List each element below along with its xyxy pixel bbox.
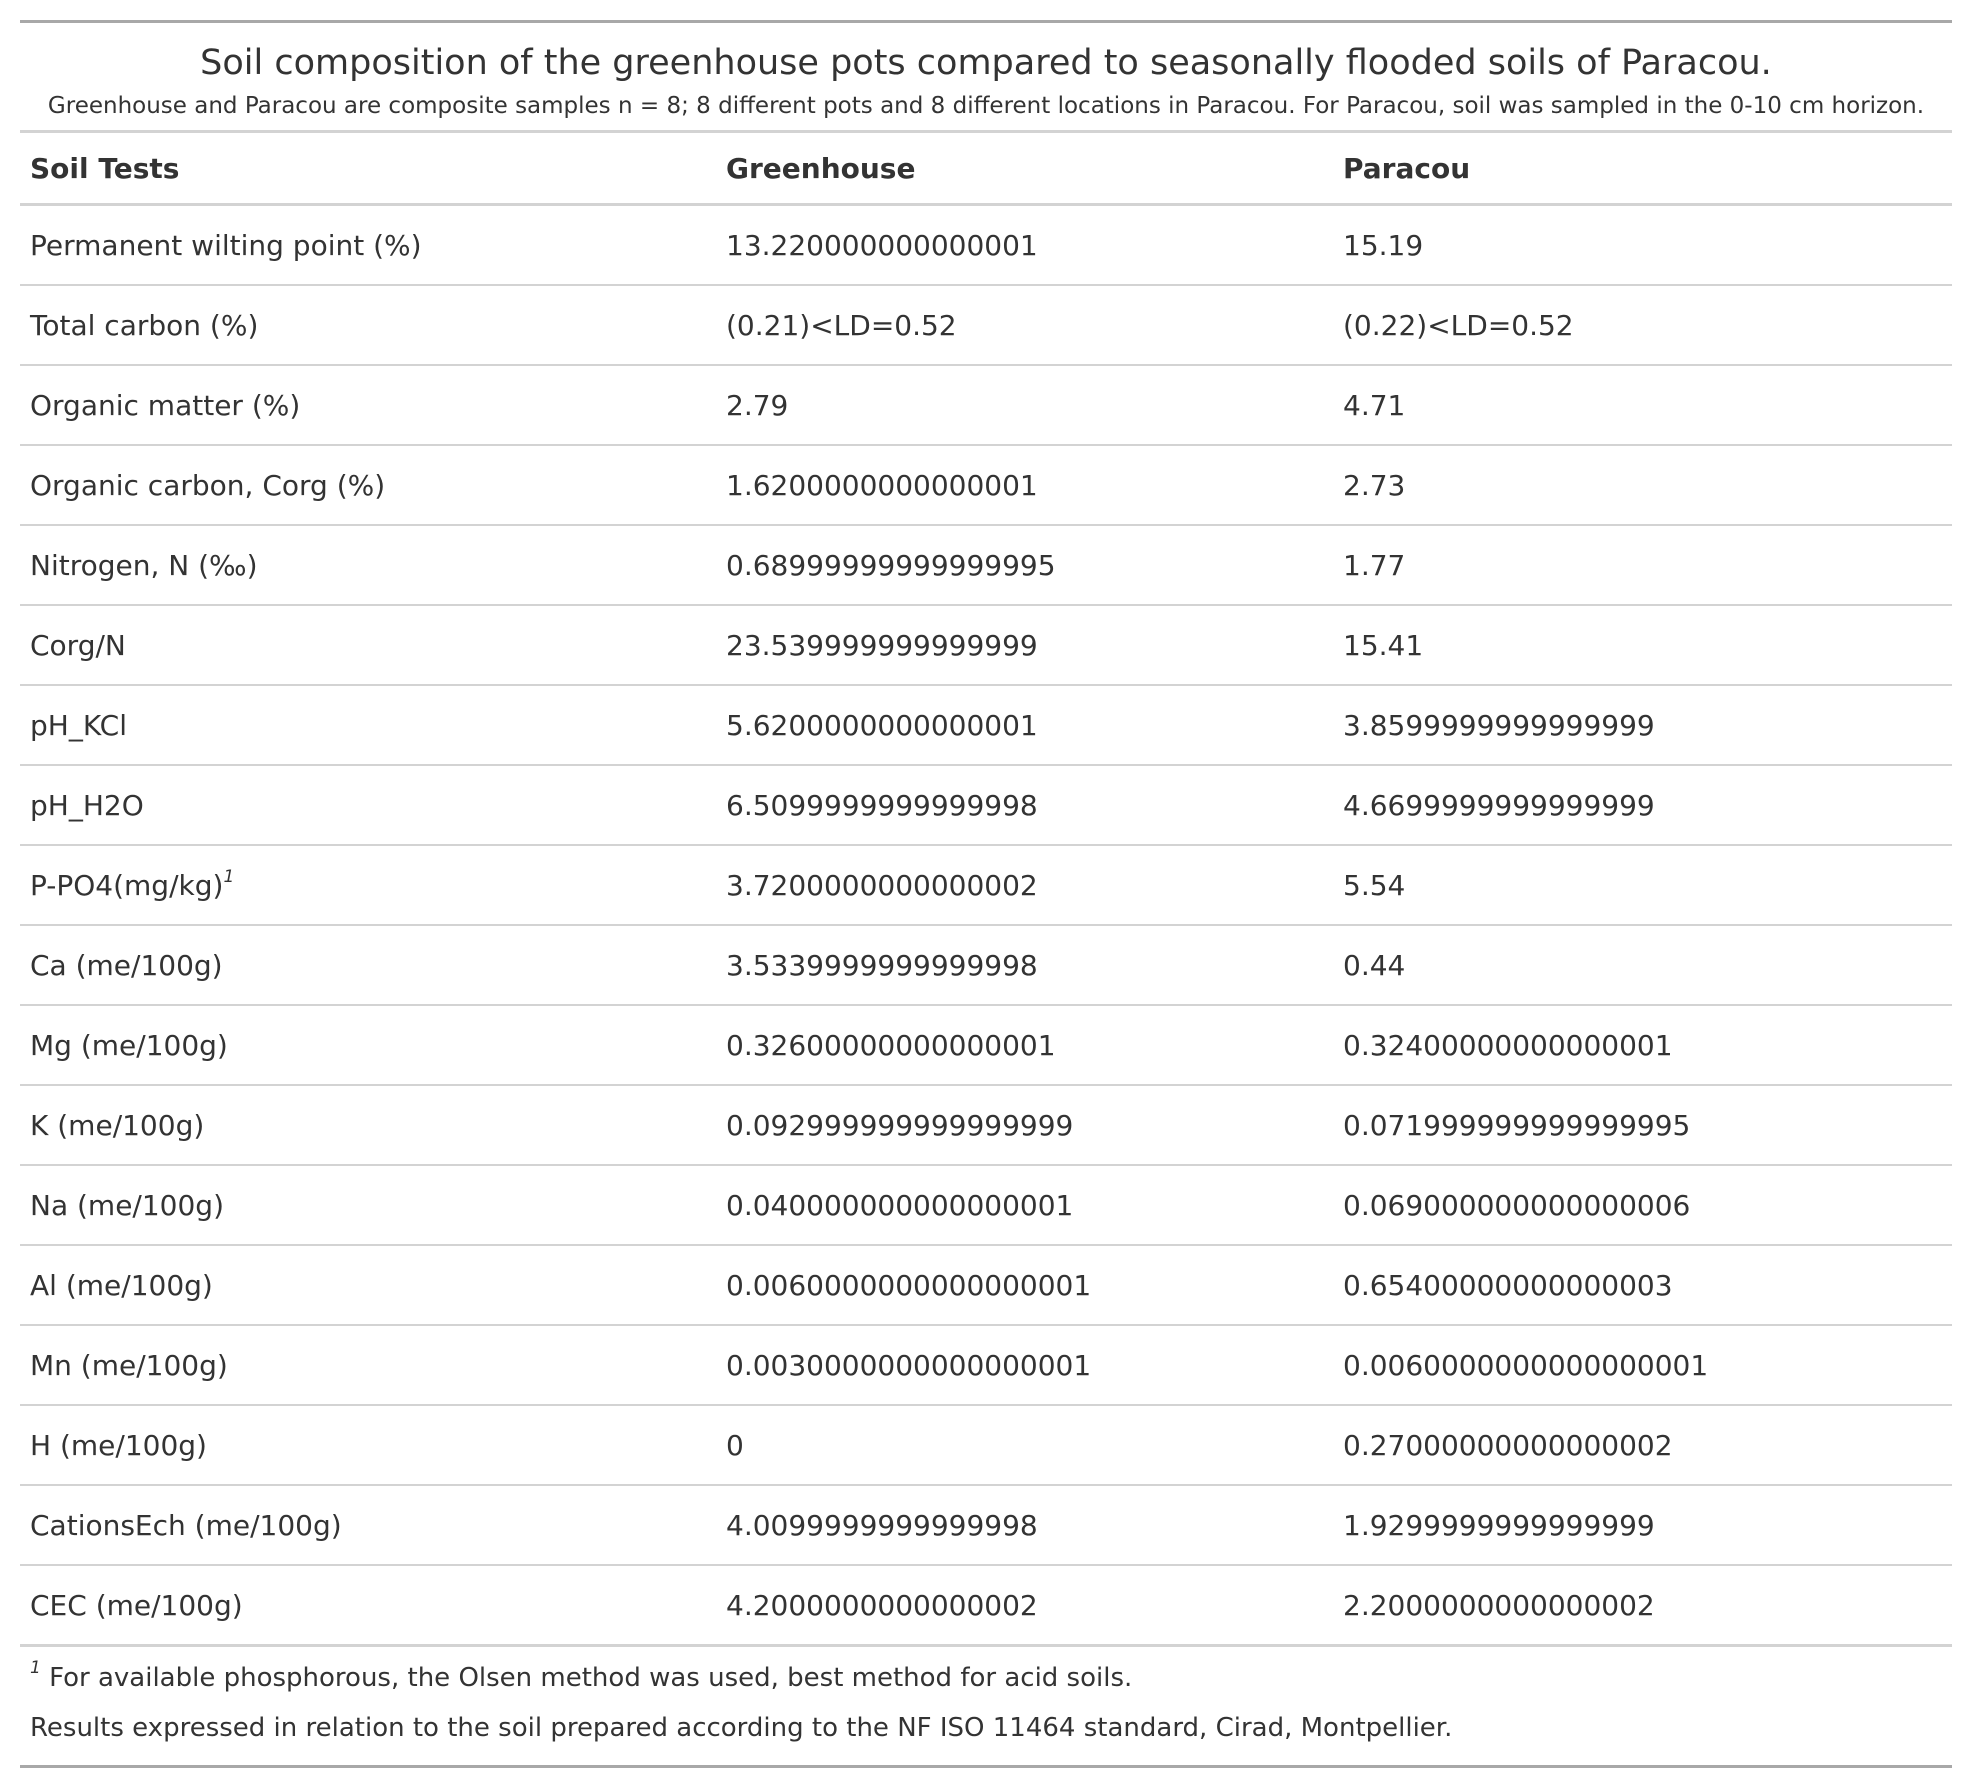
cell-soil-test: Ca (me/100g) bbox=[20, 925, 716, 1006]
cell-greenhouse: 0 bbox=[716, 1405, 1333, 1486]
table-row: Al (me/100g) 0.0060000000000000001 0.654… bbox=[20, 1245, 1952, 1326]
cell-paracou: (0.22)<LD=0.52 bbox=[1333, 285, 1952, 366]
cell-paracou: 15.41 bbox=[1333, 605, 1952, 686]
header-row: Soil Tests Greenhouse Paracou bbox=[20, 131, 1952, 206]
cell-greenhouse: 0.092999999999999999 bbox=[716, 1085, 1333, 1166]
cell-greenhouse: 0.32600000000000001 bbox=[716, 1005, 1333, 1086]
cell-soil-test: Mn (me/100g) bbox=[20, 1325, 716, 1406]
cell-paracou: 5.54 bbox=[1333, 845, 1952, 926]
table-row: Na (me/100g) 0.040000000000000001 0.0690… bbox=[20, 1165, 1952, 1246]
soil-composition-table: Soil Tests Greenhouse Paracou Permanent … bbox=[20, 130, 1952, 1647]
cell-greenhouse: 4.2000000000000002 bbox=[716, 1565, 1333, 1647]
cell-soil-test: Permanent wilting point (%) bbox=[20, 204, 716, 286]
footnote-mark: 1 bbox=[30, 1658, 41, 1678]
cell-paracou: 1.77 bbox=[1333, 525, 1952, 606]
cell-paracou: 0.069000000000000006 bbox=[1333, 1165, 1952, 1246]
cell-soil-test: Organic carbon, Corg (%) bbox=[20, 445, 716, 526]
table-row: K (me/100g) 0.092999999999999999 0.07199… bbox=[20, 1085, 1952, 1166]
cell-paracou: 2.2000000000000002 bbox=[1333, 1565, 1952, 1647]
cell-greenhouse: 3.5339999999999998 bbox=[716, 925, 1333, 1006]
cell-greenhouse: 3.7200000000000002 bbox=[716, 845, 1333, 926]
cell-soil-test: Organic matter (%) bbox=[20, 365, 716, 446]
table-row: Corg/N 23.539999999999999 15.41 bbox=[20, 605, 1952, 686]
footnote-text: For available phosphorous, the Olsen met… bbox=[40, 1663, 1133, 1693]
cell-soil-test: Na (me/100g) bbox=[20, 1165, 716, 1246]
cell-soil-test: Nitrogen, N (‰) bbox=[20, 525, 716, 606]
table-row: Mg (me/100g) 0.32600000000000001 0.32400… bbox=[20, 1005, 1952, 1086]
cell-soil-test: pH_H2O bbox=[20, 765, 716, 846]
cell-paracou: 0.0060000000000000001 bbox=[1333, 1325, 1952, 1406]
table-row: Organic carbon, Corg (%) 1.6200000000000… bbox=[20, 445, 1952, 526]
cell-soil-test: P-PO4(mg/kg)1 bbox=[20, 845, 716, 926]
cell-greenhouse: (0.21)<LD=0.52 bbox=[716, 285, 1333, 366]
table-row: Total carbon (%) (0.21)<LD=0.52 (0.22)<L… bbox=[20, 285, 1952, 366]
cell-greenhouse: 13.220000000000001 bbox=[716, 204, 1333, 286]
table-header: Soil Tests Greenhouse Paracou bbox=[20, 131, 1952, 206]
table-footnotes: 1 For available phosphorous, the Olsen m… bbox=[20, 1647, 1952, 1768]
cell-greenhouse: 0.68999999999999995 bbox=[716, 525, 1333, 606]
cell-soil-test: Mg (me/100g) bbox=[20, 1005, 716, 1086]
cell-greenhouse: 1.6200000000000001 bbox=[716, 445, 1333, 526]
cell-paracou: 15.19 bbox=[1333, 204, 1952, 286]
soil-composition-table-container: Soil composition of the greenhouse pots … bbox=[20, 20, 1952, 1768]
cell-paracou: 0.32400000000000001 bbox=[1333, 1005, 1952, 1086]
cell-soil-test: pH_KCl bbox=[20, 685, 716, 766]
cell-paracou: 4.6699999999999999 bbox=[1333, 765, 1952, 846]
table-row: Mn (me/100g) 0.0030000000000000001 0.006… bbox=[20, 1325, 1952, 1406]
table-row: H (me/100g) 0 0.27000000000000002 bbox=[20, 1405, 1952, 1486]
cell-greenhouse: 23.539999999999999 bbox=[716, 605, 1333, 686]
source-note: Results expressed in relation to the soi… bbox=[30, 1713, 1453, 1743]
table-row: Organic matter (%) 2.79 4.71 bbox=[20, 365, 1952, 446]
column-header-paracou: Paracou bbox=[1333, 131, 1952, 206]
footnote-mark: 1 bbox=[223, 866, 235, 887]
table-row: pH_KCl 5.6200000000000001 3.859999999999… bbox=[20, 685, 1952, 766]
table-title: Soil composition of the greenhouse pots … bbox=[200, 43, 1772, 83]
cell-soil-test: CationsEch (me/100g) bbox=[20, 1485, 716, 1566]
table-row: Nitrogen, N (‰) 0.68999999999999995 1.77 bbox=[20, 525, 1952, 606]
cell-greenhouse: 5.6200000000000001 bbox=[716, 685, 1333, 766]
cell-paracou: 0.071999999999999995 bbox=[1333, 1085, 1952, 1166]
cell-paracou: 0.65400000000000003 bbox=[1333, 1245, 1952, 1326]
cell-soil-test: Corg/N bbox=[20, 605, 716, 686]
soil-test-label: P-PO4(mg/kg) bbox=[30, 868, 224, 902]
cell-paracou: 1.9299999999999999 bbox=[1333, 1485, 1952, 1566]
table-row: pH_H2O 6.5099999999999998 4.669999999999… bbox=[20, 765, 1952, 846]
cell-soil-test: K (me/100g) bbox=[20, 1085, 716, 1166]
cell-soil-test: CEC (me/100g) bbox=[20, 1565, 716, 1647]
cell-greenhouse: 2.79 bbox=[716, 365, 1333, 446]
column-header-greenhouse: Greenhouse bbox=[716, 131, 1333, 206]
cell-greenhouse: 6.5099999999999998 bbox=[716, 765, 1333, 846]
table-row: Permanent wilting point (%) 13.220000000… bbox=[20, 204, 1952, 286]
cell-greenhouse: 4.0099999999999998 bbox=[716, 1485, 1333, 1566]
table-subtitle: Greenhouse and Paracou are composite sam… bbox=[47, 93, 1925, 119]
cell-paracou: 0.27000000000000002 bbox=[1333, 1405, 1952, 1486]
column-header-soil-tests: Soil Tests bbox=[20, 131, 716, 206]
cell-paracou: 3.8599999999999999 bbox=[1333, 685, 1952, 766]
cell-greenhouse: 0.040000000000000001 bbox=[716, 1165, 1333, 1246]
table-row: P-PO4(mg/kg)1 3.7200000000000002 5.54 bbox=[20, 845, 1952, 926]
table-row: Ca (me/100g) 3.5339999999999998 0.44 bbox=[20, 925, 1952, 1006]
footnote-phosphorous: 1 For available phosphorous, the Olsen m… bbox=[30, 1653, 1942, 1703]
cell-paracou: 0.44 bbox=[1333, 925, 1952, 1006]
cell-paracou: 2.73 bbox=[1333, 445, 1952, 526]
cell-soil-test: Al (me/100g) bbox=[20, 1245, 716, 1326]
cell-soil-test: H (me/100g) bbox=[20, 1405, 716, 1486]
table-row: CEC (me/100g) 4.2000000000000002 2.20000… bbox=[20, 1565, 1952, 1647]
cell-paracou: 4.71 bbox=[1333, 365, 1952, 446]
cell-soil-test: Total carbon (%) bbox=[20, 285, 716, 366]
table-row: CationsEch (me/100g) 4.0099999999999998 … bbox=[20, 1485, 1952, 1566]
table-body: Permanent wilting point (%) 13.220000000… bbox=[20, 204, 1952, 1647]
cell-greenhouse: 0.0030000000000000001 bbox=[716, 1325, 1333, 1406]
cell-greenhouse: 0.0060000000000000001 bbox=[716, 1245, 1333, 1326]
